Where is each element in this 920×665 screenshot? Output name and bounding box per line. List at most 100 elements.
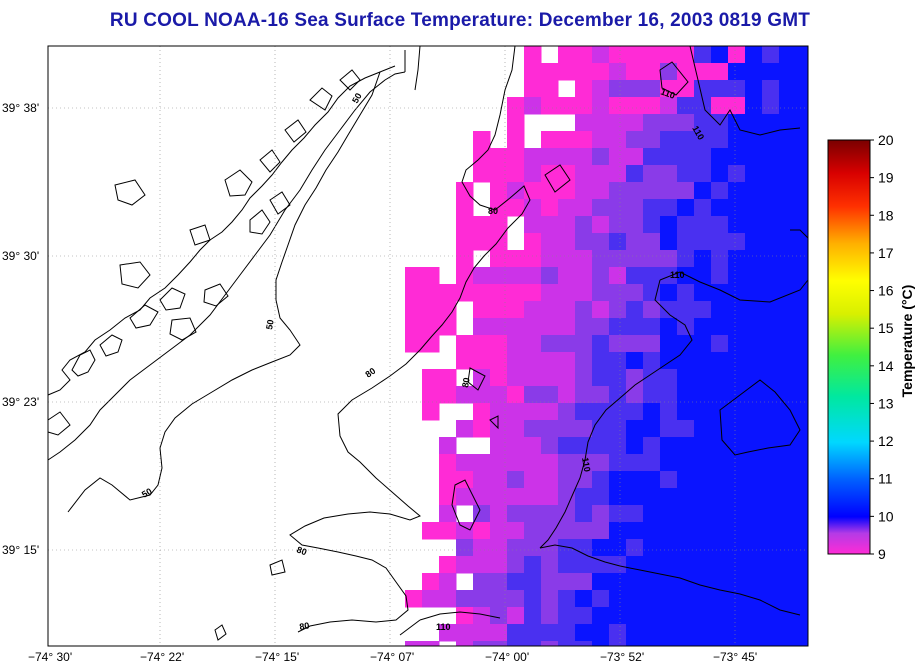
sst-pixel bbox=[711, 267, 729, 285]
sst-pixel bbox=[473, 556, 491, 574]
sst-pixel bbox=[711, 165, 729, 183]
sst-pixel bbox=[626, 114, 644, 132]
sst-pixel bbox=[728, 216, 746, 234]
sst-pixel bbox=[660, 233, 678, 251]
sst-pixel bbox=[779, 488, 797, 506]
sst-pixel bbox=[490, 539, 508, 557]
sst-pixel bbox=[507, 590, 525, 608]
sst-pixel bbox=[558, 471, 576, 489]
sst-pixel bbox=[609, 165, 627, 183]
sst-pixel bbox=[490, 573, 508, 591]
sst-pixel bbox=[694, 556, 712, 574]
sst-pixel bbox=[745, 607, 763, 625]
sst-pixel bbox=[796, 539, 808, 557]
sst-pixel bbox=[762, 199, 780, 217]
sst-pixel bbox=[490, 437, 508, 455]
sst-pixel bbox=[694, 182, 712, 200]
sst-pixel bbox=[643, 63, 661, 81]
sst-pixel bbox=[762, 556, 780, 574]
sst-pixel bbox=[796, 420, 808, 438]
lon-tick-label: −74° 00' bbox=[485, 650, 529, 664]
sst-pixel bbox=[660, 369, 678, 387]
sst-pixel bbox=[660, 403, 678, 421]
sst-pixel bbox=[473, 233, 491, 251]
sst-pixel bbox=[796, 641, 808, 646]
sst-pixel bbox=[796, 386, 808, 404]
sst-pixel bbox=[643, 386, 661, 404]
sst-pixel bbox=[456, 454, 474, 472]
sst-pixel bbox=[422, 301, 440, 319]
lat-tick-label: 39° 38' bbox=[2, 101, 39, 115]
sst-pixel bbox=[575, 267, 593, 285]
sst-pixel bbox=[762, 522, 780, 540]
sst-pixel bbox=[541, 624, 559, 642]
sst-pixel bbox=[779, 131, 797, 149]
sst-pixel bbox=[660, 420, 678, 438]
sst-pixel bbox=[592, 114, 610, 132]
sst-pixel bbox=[575, 63, 593, 81]
sst-pixel bbox=[626, 420, 644, 438]
sst-pixel bbox=[711, 80, 729, 98]
colorbar-tick-label: 19 bbox=[878, 170, 894, 186]
sst-pixel bbox=[694, 573, 712, 591]
sst-pixel bbox=[490, 505, 508, 523]
sst-pixel bbox=[592, 607, 610, 625]
map-title: RU COOL NOAA-16 Sea Surface Temperature:… bbox=[109, 10, 811, 31]
sst-pixel bbox=[796, 369, 808, 387]
contour-label-80: 80 bbox=[295, 544, 308, 557]
sst-pixel bbox=[711, 386, 729, 404]
sst-pixel bbox=[643, 573, 661, 591]
sst-pixel bbox=[643, 233, 661, 251]
sst-pixel bbox=[558, 318, 576, 336]
sst-pixel bbox=[711, 522, 729, 540]
sst-pixel bbox=[745, 216, 763, 234]
sst-pixel bbox=[745, 420, 763, 438]
sst-pixel bbox=[745, 284, 763, 302]
sst-pixel bbox=[558, 607, 576, 625]
sst-pixel bbox=[762, 335, 780, 353]
sst-pixel bbox=[711, 199, 729, 217]
sst-pixel bbox=[728, 97, 746, 115]
sst-pixel bbox=[677, 165, 695, 183]
sst-pixel bbox=[660, 335, 678, 353]
sst-pixel bbox=[439, 301, 457, 319]
sst-pixel bbox=[728, 46, 746, 64]
sst-pixel bbox=[592, 182, 610, 200]
sst-pixel bbox=[541, 420, 559, 438]
sst-pixel bbox=[796, 216, 808, 234]
sst-pixel bbox=[575, 114, 593, 132]
sst-pixel bbox=[762, 539, 780, 557]
sst-pixel bbox=[422, 590, 440, 608]
sst-pixel bbox=[422, 403, 440, 421]
sst-pixel bbox=[694, 539, 712, 557]
sst-pixel bbox=[728, 165, 746, 183]
sst-pixel bbox=[762, 573, 780, 591]
sst-pixel bbox=[745, 165, 763, 183]
sst-pixel bbox=[507, 403, 525, 421]
sst-pixel bbox=[694, 233, 712, 251]
sst-pixel bbox=[558, 165, 576, 183]
sst-pixel bbox=[779, 471, 797, 489]
sst-pixel bbox=[473, 471, 491, 489]
sst-pixel bbox=[745, 80, 763, 98]
sst-pixel bbox=[728, 301, 746, 319]
sst-pixel bbox=[626, 250, 644, 268]
sst-pixel bbox=[558, 573, 576, 591]
sst-pixel bbox=[541, 641, 559, 646]
sst-pixel bbox=[779, 369, 797, 387]
sst-pixel bbox=[711, 318, 729, 336]
sst-pixel bbox=[507, 386, 525, 404]
sst-pixel bbox=[779, 301, 797, 319]
sst-pixel bbox=[694, 641, 712, 646]
sst-pixel bbox=[711, 607, 729, 625]
sst-pixel bbox=[575, 352, 593, 370]
sst-pixel bbox=[643, 437, 661, 455]
sst-pixel bbox=[490, 556, 508, 574]
sst-pixel bbox=[558, 131, 576, 149]
sst-pixel bbox=[507, 114, 525, 132]
sst-pixel bbox=[796, 522, 808, 540]
sst-pixel bbox=[694, 352, 712, 370]
sst-pixel bbox=[660, 556, 678, 574]
sst-raster bbox=[405, 46, 808, 646]
sst-pixel bbox=[762, 454, 780, 472]
